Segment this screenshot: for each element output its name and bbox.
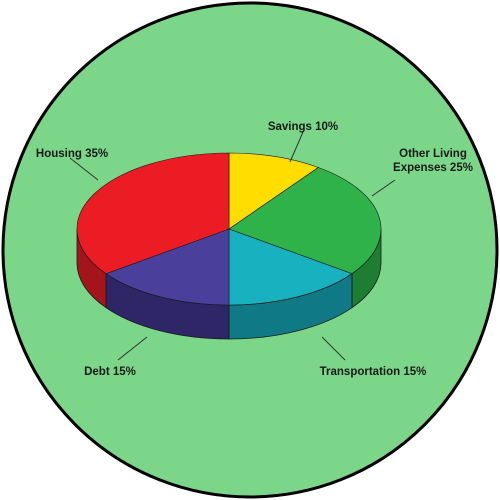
label-debt: Debt 15% — [84, 366, 136, 378]
pie-slices — [77, 153, 381, 305]
label-savings: Savings 10% — [268, 121, 338, 133]
label-housing: Housing 35% — [36, 148, 108, 160]
label-other-line1: Other Living — [399, 148, 467, 160]
label-transportation: Transportation 15% — [320, 366, 427, 378]
label-other-line2: Expenses 25% — [393, 162, 473, 174]
